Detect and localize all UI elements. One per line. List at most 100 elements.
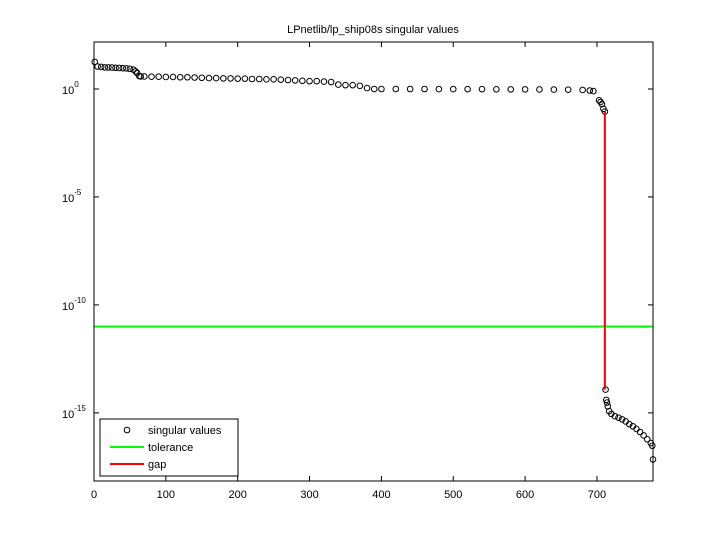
legend-marker bbox=[123, 426, 131, 434]
legend-label: gap bbox=[148, 459, 166, 471]
singular-value-marker bbox=[579, 86, 586, 94]
singular-value-marker bbox=[263, 76, 270, 83]
singular-value-marker bbox=[421, 85, 428, 93]
singular-value-marker bbox=[284, 76, 292, 84]
singular-value-marker bbox=[212, 74, 220, 82]
singular-value-marker bbox=[132, 68, 139, 75]
singular-value-marker bbox=[586, 87, 594, 94]
singular-value-marker bbox=[155, 73, 162, 81]
x-tick-label: 100 bbox=[157, 489, 175, 501]
singular-value-marker bbox=[91, 58, 99, 66]
x-tick-label: 500 bbox=[444, 489, 462, 501]
singular-value-marker bbox=[248, 75, 256, 83]
singular-value-marker bbox=[277, 76, 285, 83]
singular-value-marker bbox=[313, 77, 321, 85]
singular-value-marker bbox=[123, 65, 130, 72]
y-tick-base: 10 bbox=[62, 301, 74, 313]
plot-area bbox=[91, 58, 657, 463]
y-tick-label: 10-15 bbox=[62, 404, 86, 421]
singular-value-marker bbox=[342, 81, 349, 89]
singular-value-marker bbox=[115, 64, 123, 72]
singular-value-marker bbox=[227, 75, 234, 82]
singular-value-marker bbox=[184, 73, 191, 81]
y-tick-base: 10 bbox=[62, 409, 74, 421]
singular-value-marker bbox=[162, 73, 170, 81]
singular-value-marker bbox=[105, 64, 112, 71]
y-tick-exponent: -15 bbox=[74, 404, 86, 413]
singular-value-marker bbox=[564, 86, 572, 93]
x-tick-label: 400 bbox=[372, 489, 390, 501]
singular-value-marker bbox=[327, 78, 335, 86]
singular-value-marker bbox=[636, 428, 644, 436]
singular-value-marker bbox=[191, 74, 198, 81]
singular-value-marker bbox=[148, 73, 155, 81]
y-tick-label: 10-5 bbox=[62, 188, 82, 205]
y-tick-label: 100 bbox=[62, 80, 79, 97]
y-tick-base: 10 bbox=[62, 85, 74, 97]
singular-value-marker bbox=[536, 86, 543, 93]
singular-value-marker bbox=[356, 82, 364, 90]
axes-box bbox=[93, 41, 654, 482]
legend-label: tolerance bbox=[148, 442, 193, 454]
singular-value-marker bbox=[521, 86, 529, 93]
singular-value-marker bbox=[234, 75, 242, 82]
singular-value-marker bbox=[406, 85, 414, 93]
singular-value-marker bbox=[140, 73, 148, 80]
legend-label: singular values bbox=[148, 425, 222, 437]
singular-value-marker bbox=[550, 86, 558, 93]
singular-value-marker bbox=[464, 85, 471, 93]
singular-value-marker bbox=[478, 85, 486, 93]
singular-value-marker bbox=[97, 63, 105, 71]
singular-value-marker bbox=[137, 73, 145, 80]
singular-value-marker bbox=[507, 86, 515, 93]
singular-value-marker bbox=[241, 75, 249, 82]
singular-value-marker bbox=[220, 75, 227, 82]
singular-value-marker bbox=[349, 81, 356, 89]
singular-value-marker bbox=[378, 85, 385, 93]
x-tick-label: 300 bbox=[300, 489, 318, 501]
singular-value-marker bbox=[101, 64, 109, 71]
singular-value-marker bbox=[648, 442, 656, 450]
singular-value-marker bbox=[176, 73, 184, 81]
y-tick-exponent: -5 bbox=[74, 188, 82, 197]
singular-value-marker bbox=[270, 76, 277, 83]
singular-value-marker bbox=[306, 77, 313, 85]
singular-value-marker bbox=[618, 416, 626, 423]
singular-value-marker bbox=[625, 420, 633, 428]
singular-value-marker bbox=[291, 77, 299, 84]
y-tick-base: 10 bbox=[62, 193, 74, 205]
singular-value-marker bbox=[320, 78, 328, 85]
singular-value-marker bbox=[205, 74, 213, 82]
singular-value-marker bbox=[370, 85, 378, 93]
singular-value-marker bbox=[493, 85, 500, 93]
singular-value-marker bbox=[590, 87, 597, 95]
singular-value-marker bbox=[334, 81, 342, 88]
singular-value-marker bbox=[602, 396, 610, 404]
y-tick-exponent: -10 bbox=[74, 296, 86, 305]
x-tick-label: 600 bbox=[516, 489, 534, 501]
y-tick-label: 10-10 bbox=[62, 296, 86, 313]
singular-value-marker bbox=[119, 64, 127, 72]
singular-value-marker bbox=[112, 64, 119, 72]
singular-value-marker bbox=[169, 73, 177, 81]
singular-value-marker bbox=[255, 75, 263, 83]
x-tick-label: 0 bbox=[91, 489, 97, 501]
singular-value-marker bbox=[198, 74, 206, 82]
chart-title: LPnetlib/lp_ship08s singular values bbox=[287, 24, 459, 36]
singular-value-marker bbox=[615, 414, 622, 421]
singular-value-marker bbox=[108, 64, 116, 71]
singular-value-marker bbox=[94, 63, 101, 70]
x-tick-label: 200 bbox=[229, 489, 247, 501]
singular-value-marker bbox=[603, 399, 611, 406]
singular-value-marker bbox=[435, 85, 443, 93]
singular-value-marker bbox=[392, 85, 400, 93]
y-tick-exponent: 0 bbox=[74, 80, 79, 89]
singular-value-marker bbox=[126, 65, 134, 73]
singular-value-marker bbox=[363, 84, 371, 92]
singular-value-marker bbox=[643, 435, 651, 443]
singular-value-marker bbox=[299, 77, 306, 85]
singular-value-marker bbox=[640, 432, 647, 439]
x-tick-label: 700 bbox=[588, 489, 606, 501]
singular-value-marker bbox=[611, 412, 619, 420]
